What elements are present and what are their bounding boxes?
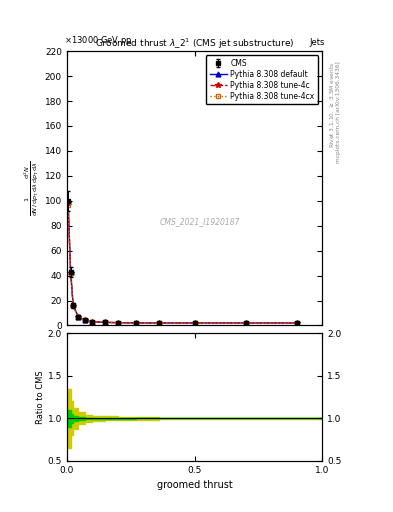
Pythia 8.308 tune-4c: [103, 319, 108, 326]
Pythia 8.308 default: [103, 319, 108, 326]
Pythia 8.308 tune-4c: [68, 270, 73, 276]
Pythia 8.308 tune-4cx: [116, 319, 120, 326]
Pythia 8.308 tune-4c: [83, 317, 87, 324]
Pythia 8.308 tune-4c: [66, 200, 70, 206]
Pythia 8.308 tune-4c: [76, 314, 81, 320]
Pythia 8.308 tune-4cx: [134, 320, 138, 326]
Pythia 8.308 tune-4c: [90, 318, 95, 325]
Pythia 8.308 tune-4c: [294, 320, 299, 326]
Legend: CMS, Pythia 8.308 default, Pythia 8.308 tune-4c, Pythia 8.308 tune-4cx: CMS, Pythia 8.308 default, Pythia 8.308 …: [206, 55, 318, 104]
Pythia 8.308 tune-4c: [243, 320, 248, 326]
Pythia 8.308 tune-4cx: [294, 320, 299, 326]
Pythia 8.308 default: [68, 269, 73, 275]
Pythia 8.308 tune-4cx: [156, 320, 161, 326]
Line: Pythia 8.308 default: Pythia 8.308 default: [66, 200, 299, 326]
Pythia 8.308 default: [156, 320, 161, 326]
Text: Rivet 3.1.10, $\geq$ 3.5M events: Rivet 3.1.10, $\geq$ 3.5M events: [328, 61, 336, 148]
Text: Jets: Jets: [309, 38, 325, 47]
Pythia 8.308 tune-4cx: [66, 201, 70, 207]
Text: CMS_2021_I1920187: CMS_2021_I1920187: [160, 217, 240, 226]
Pythia 8.308 default: [134, 320, 138, 326]
Pythia 8.308 tune-4cx: [103, 319, 108, 326]
Pythia 8.308 tune-4cx: [71, 303, 75, 309]
Pythia 8.308 default: [66, 199, 70, 205]
Pythia 8.308 tune-4cx: [68, 270, 73, 276]
Pythia 8.308 tune-4c: [116, 319, 120, 326]
Pythia 8.308 tune-4cx: [90, 318, 95, 325]
Pythia 8.308 tune-4cx: [243, 320, 248, 326]
Pythia 8.308 tune-4cx: [83, 317, 87, 324]
Y-axis label: Ratio to CMS: Ratio to CMS: [36, 370, 45, 424]
Line: Pythia 8.308 tune-4cx: Pythia 8.308 tune-4cx: [66, 202, 299, 325]
Pythia 8.308 tune-4cx: [192, 320, 197, 326]
Pythia 8.308 tune-4c: [71, 303, 75, 309]
Title: Groomed thrust $\lambda\_2^1$ (CMS jet substructure): Groomed thrust $\lambda\_2^1$ (CMS jet s…: [95, 37, 294, 51]
Pythia 8.308 tune-4cx: [76, 314, 81, 320]
Pythia 8.308 tune-4c: [192, 320, 197, 326]
Pythia 8.308 default: [294, 320, 299, 326]
X-axis label: groomed thrust: groomed thrust: [157, 480, 232, 490]
Text: $\times$13000 GeV pp: $\times$13000 GeV pp: [64, 34, 133, 47]
Pythia 8.308 tune-4c: [134, 320, 138, 326]
Pythia 8.308 tune-4c: [156, 320, 161, 326]
Pythia 8.308 default: [243, 320, 248, 326]
Pythia 8.308 default: [192, 320, 197, 326]
Text: mcplots.cern.ch [arXiv:1306.3436]: mcplots.cern.ch [arXiv:1306.3436]: [336, 61, 341, 163]
Pythia 8.308 default: [83, 317, 87, 324]
Y-axis label: $\frac{1}{\mathrm{d}N\,/\,\mathrm{d}p_\mathrm{T}\,\mathrm{d}\lambda}\frac{\mathr: $\frac{1}{\mathrm{d}N\,/\,\mathrm{d}p_\m…: [22, 161, 40, 216]
Pythia 8.308 default: [71, 303, 75, 309]
Pythia 8.308 default: [90, 318, 95, 325]
Pythia 8.308 default: [76, 314, 81, 320]
Pythia 8.308 default: [116, 319, 120, 326]
Line: Pythia 8.308 tune-4c: Pythia 8.308 tune-4c: [65, 201, 299, 326]
